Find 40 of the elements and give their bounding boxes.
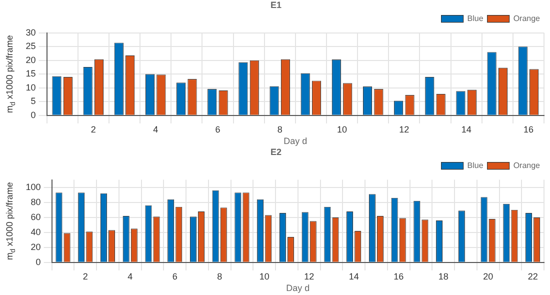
x-tick-label: 6 [215, 124, 220, 134]
x-axis-title: Day d [286, 283, 310, 294]
x-tick-label: 10 [337, 124, 348, 134]
y-tick-label: 60 [30, 212, 41, 222]
legend-label: Blue [467, 14, 484, 24]
chart-title: E1 [270, 0, 282, 10]
legend-label: Orange [513, 161, 541, 170]
y-tick-label: 30 [26, 27, 36, 38]
x-axis-title: Day d [284, 136, 308, 146]
y-tick-label: 40 [30, 226, 41, 237]
x-tick-label: 14 [348, 271, 359, 282]
x-tick-label: 4 [128, 271, 133, 282]
x-tick-label: 6 [172, 271, 178, 282]
x-tick-label: 8 [277, 124, 282, 134]
x-tick-label: 2 [90, 124, 96, 134]
y-tick-label: 80 [30, 196, 41, 207]
x-tick-label: 20 [483, 271, 494, 282]
y-tick-label: 0 [36, 256, 41, 267]
y-tick-label: 10 [26, 82, 36, 92]
x-tick-label: 4 [153, 124, 158, 134]
y-tick-label: 0 [30, 110, 36, 120]
x-tick-label: 16 [394, 271, 404, 282]
legend-label: Blue [467, 161, 484, 170]
x-tick-label: 8 [217, 271, 222, 282]
y-tick-label: 15 [26, 68, 36, 79]
x-tick-label: 22 [528, 271, 538, 282]
x-tick-label: 10 [259, 271, 270, 282]
x-tick-label: 16 [523, 124, 534, 134]
x-tick-label: 12 [304, 271, 314, 282]
legend-label: Orange [513, 14, 541, 24]
chart-title: E2 [270, 146, 282, 157]
x-tick-label: 2 [82, 271, 88, 282]
y-tick-label: 5 [30, 96, 36, 106]
x-tick-label: 12 [399, 124, 410, 134]
y-tick-label: 20 [30, 242, 41, 252]
x-tick-label: 18 [438, 271, 448, 282]
y-tick-label: 100 [26, 182, 41, 192]
y-tick-label: 20 [26, 54, 36, 65]
x-tick-label: 14 [461, 124, 472, 134]
y-tick-label: 25 [26, 41, 36, 52]
